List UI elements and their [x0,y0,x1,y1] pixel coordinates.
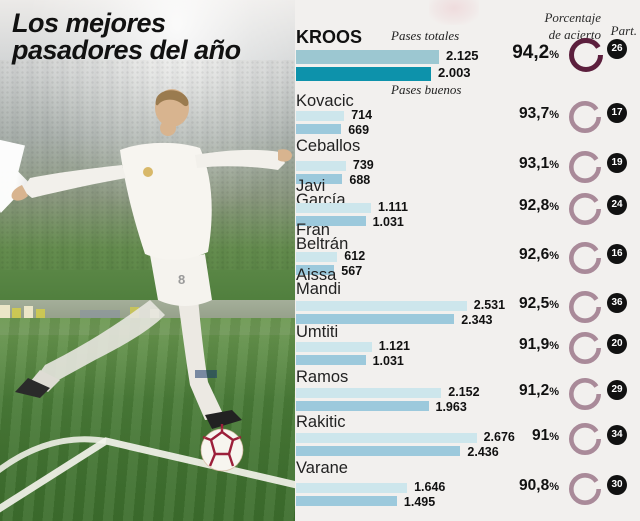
svg-text:8: 8 [178,272,185,287]
